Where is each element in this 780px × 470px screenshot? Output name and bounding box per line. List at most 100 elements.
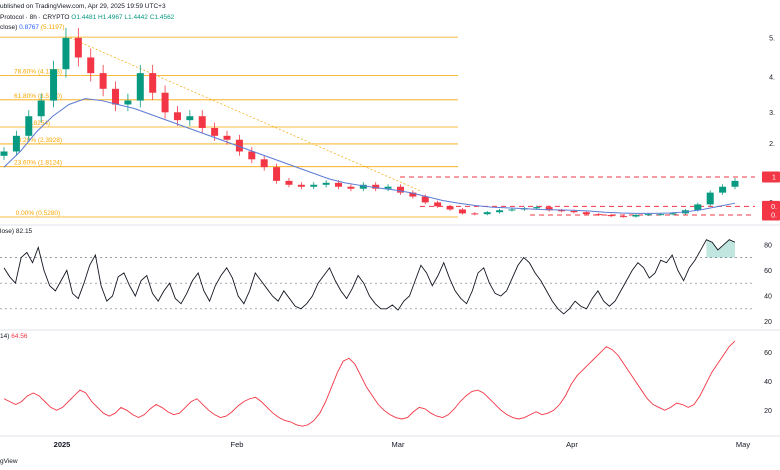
price-pane: 78.60% (4.1373) 61.80% (3.5190) (2.8254) 38… <box>0 27 780 226</box>
candle <box>37 100 45 117</box>
candle <box>533 207 541 209</box>
x-tick-4: May <box>736 440 750 449</box>
published-note: ublished on TradingView.com, Apr 29, 202… <box>0 3 166 10</box>
candle <box>297 184 305 187</box>
rsi-tick: 40 <box>764 294 772 301</box>
candle <box>446 206 454 210</box>
candle <box>161 92 169 113</box>
trend-line <box>69 37 421 191</box>
symbol-info: Protocol · 8h · CRYPTO O1.4481 H1.4967 L… <box>0 14 174 21</box>
candle <box>173 112 181 121</box>
candle <box>644 214 652 216</box>
candle <box>273 167 281 181</box>
candle <box>508 209 516 211</box>
candle <box>421 196 429 203</box>
rsi-value: 82.15 <box>15 228 33 235</box>
osc-legend: 14) 64.56 <box>0 333 28 340</box>
price-tick: 3. <box>769 110 775 117</box>
candle <box>335 182 343 187</box>
ema-sub-value: (5.1197) <box>40 24 65 31</box>
ohlc-values: O1.4481 H1.4967 L1.4442 C1.4562 <box>71 14 175 21</box>
price-tag: 0. <box>771 204 777 211</box>
ema-legend: close) 0.8767 (5.1197) <box>0 24 65 31</box>
candle <box>434 202 442 207</box>
candle <box>359 184 367 189</box>
candle <box>285 180 293 185</box>
rsi-label: lose) <box>0 228 15 235</box>
rsi-pane: 80 60 40 20 <box>0 239 780 331</box>
candle <box>372 184 380 189</box>
x-tick-1: Feb <box>231 440 244 449</box>
candle <box>211 127 219 136</box>
x-tick-2: Mar <box>392 440 405 449</box>
price-tag-bg <box>762 200 780 212</box>
candle <box>198 116 206 128</box>
fib-label-1: 78.60% (4.1373) <box>14 69 62 76</box>
candle <box>384 186 392 189</box>
ema-line <box>3 98 736 214</box>
candle <box>0 151 8 156</box>
fib-label-3: (2.8254) <box>26 120 50 127</box>
candle <box>248 151 256 160</box>
candle <box>112 88 120 105</box>
ema-value: 0.8767 <box>19 24 40 31</box>
price-tag-bg <box>762 209 780 221</box>
price-tag: 1 <box>772 174 776 181</box>
osc-pane: 60 40 20 <box>3 340 772 427</box>
rsi-legend: lose) 82.15 <box>0 228 32 235</box>
candle <box>657 214 665 216</box>
candle <box>136 73 144 101</box>
symbol-label: Protocol · 8h · CRYPTO <box>0 14 70 21</box>
x-tick-3: Apr <box>566 440 578 449</box>
candle <box>99 73 107 89</box>
x-tick-0: 2025 <box>54 440 71 449</box>
candle <box>310 184 318 187</box>
price-tick: 2. <box>769 141 775 148</box>
candle <box>669 213 677 215</box>
candle <box>694 204 702 211</box>
rsi-overbought-fill <box>706 239 735 258</box>
osc-value: 64.56 <box>11 333 28 340</box>
candle <box>74 37 82 58</box>
candle <box>619 216 627 218</box>
candle <box>25 116 33 136</box>
candle <box>731 180 739 187</box>
candle <box>87 57 95 74</box>
candle <box>124 100 132 105</box>
footer-brand: gView <box>0 458 18 465</box>
price-tick: 4. <box>769 75 775 82</box>
candle <box>12 135 20 152</box>
price-tag: 0. <box>771 212 777 219</box>
candle <box>545 207 553 211</box>
candle <box>607 214 615 217</box>
price-tick: 5. <box>769 35 775 42</box>
candle <box>409 192 417 197</box>
fib-label-4: 38.20% (2.3928) <box>14 137 62 144</box>
candle <box>471 213 479 215</box>
candle <box>149 73 157 93</box>
rsi-tick: 20 <box>764 319 772 326</box>
candle <box>483 212 491 215</box>
osc-label: 14) <box>0 333 10 340</box>
candle <box>260 159 268 168</box>
osc-tick: 20 <box>764 408 772 415</box>
fib-label-5: 23.60% (1.8124) <box>14 160 62 167</box>
rsi-line <box>3 239 736 315</box>
candle <box>186 116 194 121</box>
candle <box>570 211 578 213</box>
candle <box>595 214 603 216</box>
candle <box>235 139 243 152</box>
candle <box>347 186 355 189</box>
osc-line <box>3 340 736 427</box>
price-tag-bg <box>762 171 780 183</box>
candle <box>719 186 727 193</box>
osc-tick: 60 <box>764 350 772 357</box>
candle <box>582 212 590 215</box>
x-axis: 2025 Feb Mar Apr May <box>0 435 780 449</box>
fib-label-6: 0.00% (0.5280) <box>16 210 60 217</box>
osc-tick: 40 <box>764 379 772 386</box>
candle <box>558 210 566 212</box>
trading-chart[interactable]: 78.60% (4.1373) 61.80% (3.5190) (2.8254) 38… <box>0 0 780 458</box>
rsi-tick: 80 <box>764 242 772 249</box>
candle <box>322 182 330 185</box>
